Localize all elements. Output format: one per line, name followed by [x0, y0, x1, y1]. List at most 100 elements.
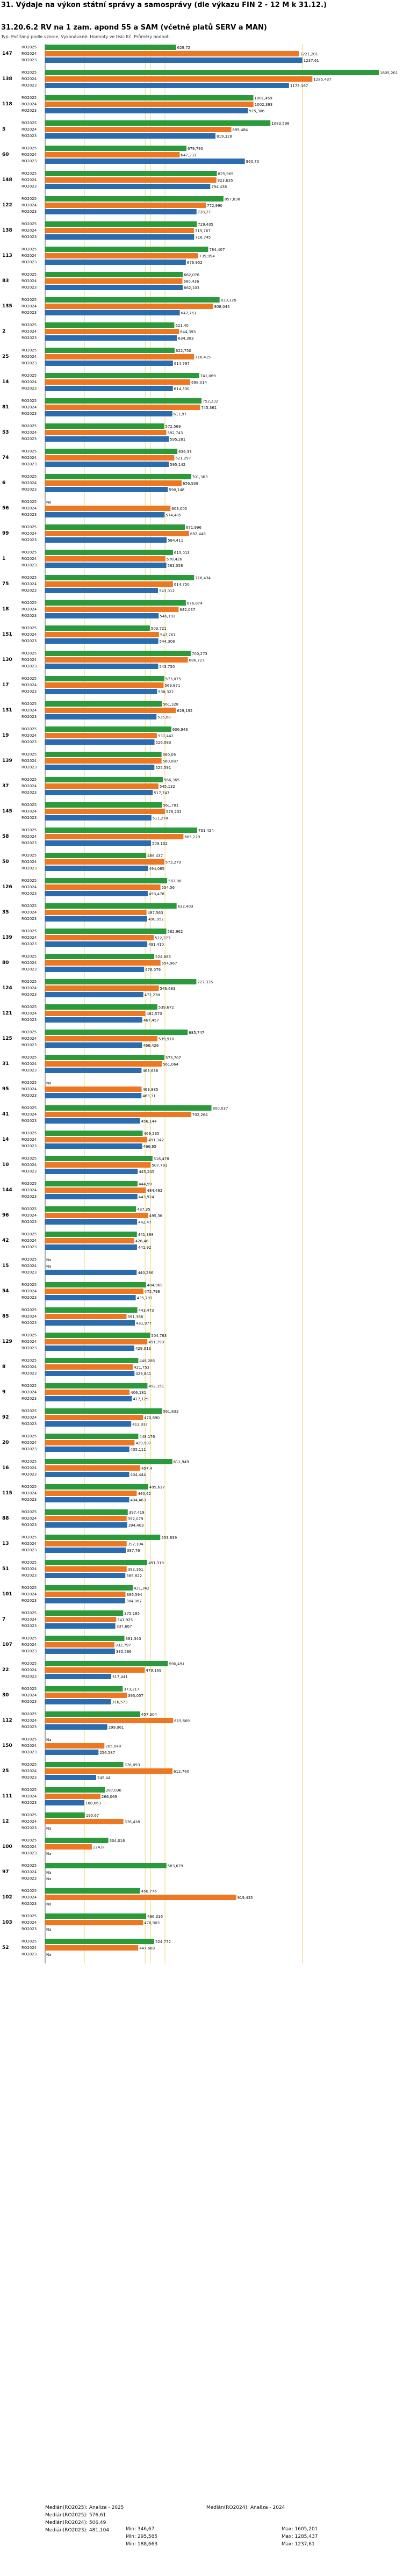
- data-label: 428,48: [135, 1239, 149, 1243]
- data-label: 735,994: [199, 254, 215, 258]
- group-label: 7: [2, 1617, 5, 1622]
- data-label: 266,069: [102, 1795, 117, 1799]
- series-row-label: RO2023: [21, 1144, 37, 1148]
- series-row-label: RO2024: [21, 153, 37, 157]
- bar-2025: [45, 575, 195, 580]
- data-label: 662,076: [184, 273, 199, 277]
- bar-2024: [45, 960, 161, 966]
- data-label: 392,104: [128, 1542, 143, 1546]
- data-label: 576,232: [166, 810, 182, 814]
- series-row-label: RO2023: [21, 336, 37, 340]
- data-label: 463,31: [142, 1094, 156, 1098]
- bar-2023: [45, 1295, 136, 1300]
- series-row-label: RO2023: [21, 1725, 37, 1729]
- data-label: 341,925: [117, 1618, 133, 1622]
- series-row-label: RO2024: [21, 178, 37, 182]
- bar-2024: [45, 1945, 139, 1951]
- bar-2023: [45, 462, 169, 467]
- data-label: 647,231: [181, 153, 196, 157]
- series-row-label: RO2025: [21, 247, 37, 251]
- series-row-label: RO2023: [21, 1927, 37, 1931]
- data-label: 440,42: [138, 1492, 151, 1496]
- group-label: 126: [2, 884, 12, 890]
- data-label: 470,690: [144, 1416, 160, 1420]
- group-label: 16: [2, 1465, 9, 1471]
- stat-min: Min: 295,585: [126, 2534, 158, 2539]
- data-label: 665,279: [184, 835, 200, 839]
- series-row-label: RO2025: [21, 171, 37, 176]
- series-row-label: RO2023: [21, 1321, 37, 1325]
- series-row-label: RO2023: [21, 1472, 37, 1477]
- group-label: 17: [2, 682, 9, 688]
- bar-2023: [45, 1548, 126, 1553]
- series-row-label: RO2024: [21, 557, 37, 561]
- bar-2024: [45, 1667, 145, 1673]
- bar-2023: [45, 1345, 134, 1351]
- series-row-label: RO2024: [21, 1946, 37, 1950]
- group-label: 41: [2, 1112, 9, 1117]
- data-label: Na: [46, 1738, 52, 1742]
- bar-2024: [45, 1768, 173, 1774]
- bar-2023: [45, 1042, 142, 1048]
- series-row-label: RO2023: [21, 1573, 37, 1578]
- data-label: 456,144: [141, 1119, 156, 1124]
- data-label: 516,478: [154, 1157, 169, 1161]
- series-row-label: RO2025: [21, 70, 37, 75]
- data-label: 731,424: [198, 829, 214, 833]
- series-row-label: RO2025: [21, 525, 37, 529]
- bar-2024: [45, 177, 217, 183]
- group-label: 37: [2, 783, 9, 789]
- legend-entry: Medián(RO2023): 481,104: [45, 2528, 110, 2533]
- bar-2023: [45, 1194, 138, 1199]
- legend-entry: Medián(RO2025): 576,61: [45, 2513, 106, 2518]
- series-row-label: RO2024: [21, 582, 37, 586]
- data-label: 495,36: [149, 1214, 163, 1218]
- series-row-label: RO2023: [21, 588, 37, 593]
- series-row-label: RO2025: [21, 752, 37, 757]
- series-row-label: RO2025: [21, 348, 37, 352]
- bar-2025: [45, 954, 155, 959]
- data-label: 676,874: [187, 601, 203, 606]
- data-label: 614,797: [174, 362, 190, 366]
- data-label: 543,750: [159, 665, 175, 669]
- group-label: 115: [2, 1491, 12, 1496]
- group-label: 121: [2, 1011, 12, 1016]
- data-label: 495,617: [149, 1485, 165, 1490]
- bar-2024: [45, 1112, 191, 1117]
- bar-2025: [45, 726, 171, 732]
- series-row-label: RO2023: [21, 563, 37, 567]
- data-label: 595,142: [170, 463, 185, 467]
- bar-2025: [45, 1030, 188, 1035]
- series-row-label: RO2024: [21, 809, 37, 814]
- series-row-label: RO2025: [21, 1257, 37, 1262]
- series-row-label: RO2025: [21, 929, 37, 933]
- series-row-label: RO2023: [21, 1119, 37, 1123]
- series-row-label: RO2023: [21, 1093, 37, 1098]
- bar-2023: [45, 765, 155, 770]
- data-label: 539,672: [159, 1005, 174, 1010]
- data-label: 544,308: [160, 639, 175, 644]
- series-row-label: RO2024: [21, 304, 37, 308]
- series-row-label: RO2024: [21, 254, 37, 258]
- data-label: 546,683: [160, 987, 175, 991]
- series-row-label: RO2025: [21, 575, 37, 580]
- data-label: 493,478: [149, 892, 164, 896]
- group-label: 15: [2, 1263, 9, 1269]
- data-label: 547,761: [160, 633, 176, 637]
- bar-2025: [45, 1206, 136, 1212]
- group-label: 30: [2, 1693, 9, 1698]
- series-row-label: RO2025: [21, 1308, 37, 1312]
- series-row-label: RO2023: [21, 184, 37, 189]
- series-row-label: RO2024: [21, 910, 37, 915]
- bar-2025: [45, 322, 175, 328]
- data-label: 629,192: [177, 709, 192, 713]
- bar-2024: [45, 1491, 137, 1496]
- data-label: 561,781: [163, 803, 178, 808]
- data-label: 421,753: [134, 1365, 149, 1370]
- series-row-label: RO2024: [21, 77, 37, 81]
- data-label: 476,079: [145, 968, 161, 972]
- group-label: 138: [2, 76, 12, 82]
- data-label: 560,09: [163, 753, 176, 757]
- data-label: 590,491: [169, 1662, 184, 1666]
- data-label: 393,057: [128, 1694, 143, 1698]
